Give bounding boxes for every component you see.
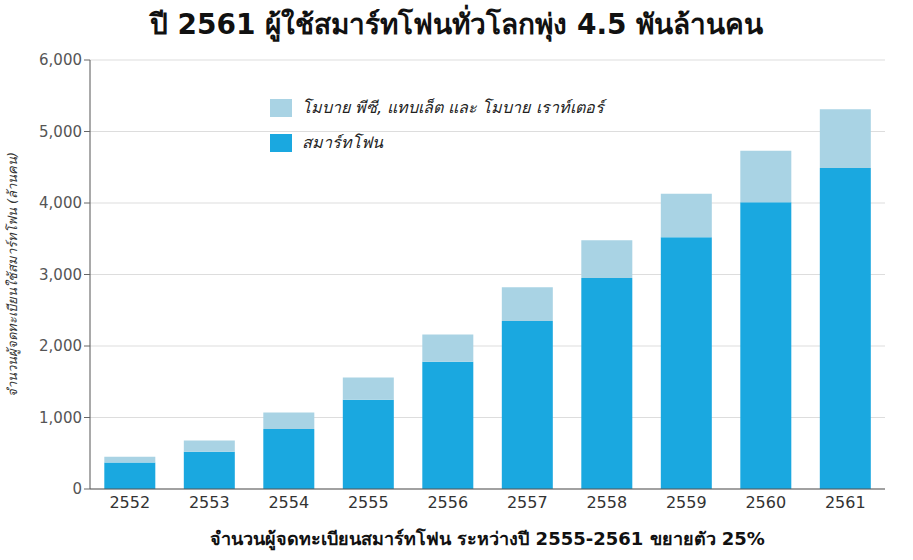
svg-text:2556: 2556: [427, 493, 468, 512]
svg-text:2559: 2559: [666, 493, 707, 512]
svg-text:2552: 2552: [109, 493, 150, 512]
svg-text:2560: 2560: [745, 493, 786, 512]
svg-text:6,000: 6,000: [39, 51, 82, 69]
svg-text:3,000: 3,000: [39, 266, 82, 284]
svg-text:2558: 2558: [586, 493, 627, 512]
svg-text:2561: 2561: [825, 493, 866, 512]
svg-text:5,000: 5,000: [39, 123, 82, 141]
svg-text:2553: 2553: [189, 493, 230, 512]
svg-text:จำนวนผู้จดทะเบียนใช้สมาร์ทโฟน: จำนวนผู้จดทะเบียนใช้สมาร์ทโฟน (ล้านคน): [5, 152, 21, 397]
html-text:สมาร์ทโฟน: สมาร์ทโฟน: [302, 133, 383, 152]
svg-text:0: 0: [72, 480, 82, 498]
svg-text:4,000: 4,000: [39, 194, 82, 212]
svg-text:2555: 2555: [348, 493, 389, 512]
svg-text:2557: 2557: [507, 493, 548, 512]
svg-text:จำนวนผู้จดทะเบียนสมาร์ทโฟน ระห: จำนวนผู้จดทะเบียนสมาร์ทโฟน ระหว่างปี 255…: [210, 528, 765, 551]
svg-text:2554: 2554: [268, 493, 309, 512]
html-text:โมบาย พีซี, แทบเล็ต และ โมบาย: โมบาย พีซี, แทบเล็ต และ โมบาย เราท์เตอร์: [302, 98, 604, 117]
svg-text:1,000: 1,000: [39, 409, 82, 427]
html-text:ปี 2561 ผู้ใช้สมาร์ทโฟนทั่วโลก: ปี 2561 ผู้ใช้สมาร์ทโฟนทั่วโลกพุ่ง 4.5 พ…: [149, 8, 764, 41]
svg-text:2,000: 2,000: [39, 337, 82, 355]
